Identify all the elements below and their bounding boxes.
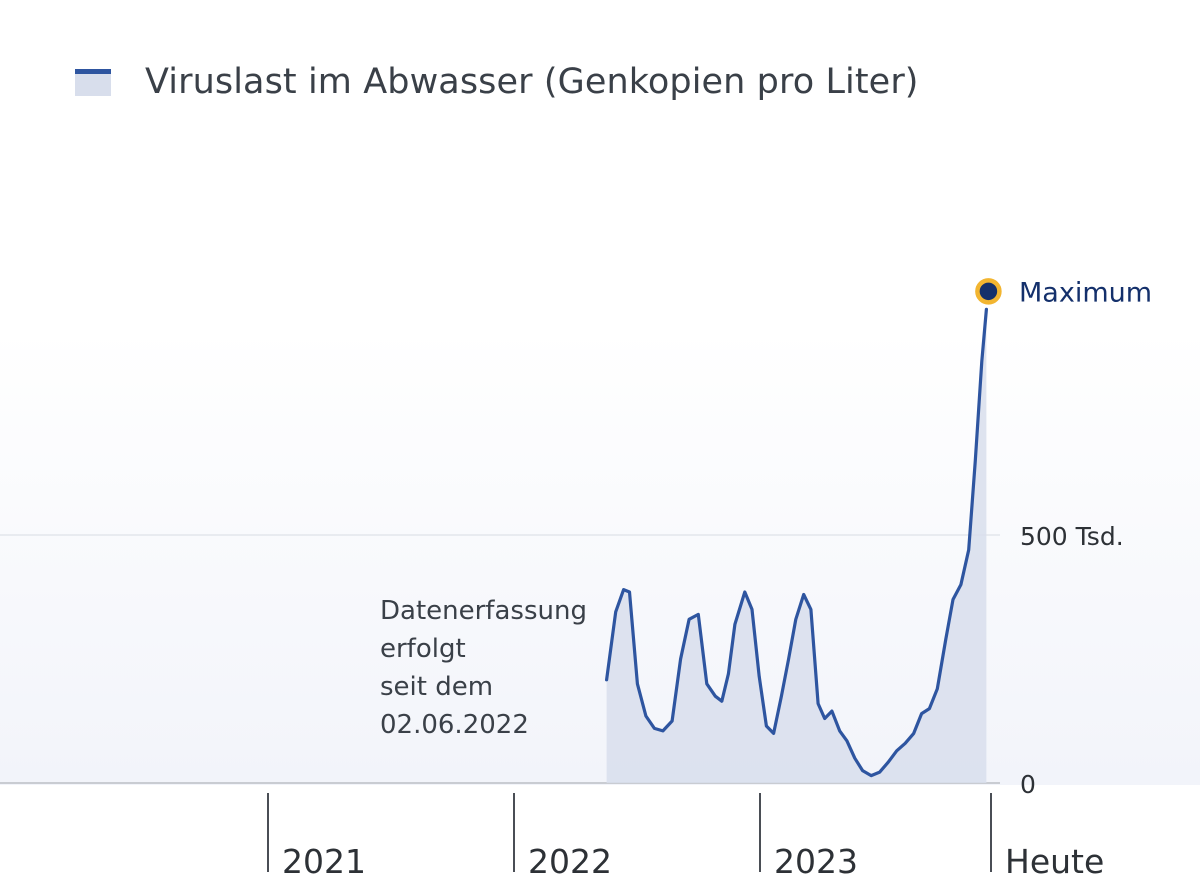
data-point [936,687,939,690]
data-point [661,729,664,732]
data-point [628,591,631,594]
data-point [928,707,931,710]
data-point [959,583,962,586]
data-point [985,308,988,311]
data-point [845,739,848,742]
data-point [802,593,805,596]
data-point [671,720,674,723]
data-point [830,710,833,713]
data-point [853,757,856,760]
data-point [817,702,820,705]
data-point [705,682,708,685]
data-point [838,729,841,732]
data-point [765,725,768,728]
data-point [733,623,736,626]
data-point [772,732,775,735]
data-point [720,700,723,703]
data-point [787,658,790,661]
series-area [606,309,987,783]
data-point [895,749,898,752]
data-point [878,771,881,774]
series-line [605,307,988,778]
data-point [887,761,890,764]
note-line-2: erfolgt [380,634,466,664]
data-point [653,727,656,730]
y-tick-label: 500 Tsd. [1020,522,1124,551]
data-point [944,638,947,641]
data-point [794,618,797,621]
data-point [974,459,977,462]
data-point [758,675,761,678]
maximum-label: Maximum [1019,277,1152,308]
data-point [967,548,970,551]
chart-background [0,330,1200,785]
y-tick-label: 0 [1020,770,1036,799]
x-tick-label: 2022 [528,842,612,881]
x-tick-label: 2023 [774,842,858,881]
data-point [920,712,923,715]
data-point [912,732,915,735]
data-point [809,608,812,611]
legend: Viruslast im Abwasser (Genkopien pro Lit… [75,52,919,112]
data-point [622,588,625,591]
legend-label: Viruslast im Abwasser (Genkopien pro Lit… [145,62,919,102]
data-point [605,678,608,681]
data-point [952,598,955,601]
note-line-1: Datenerfassung [380,596,587,626]
data-point [904,742,907,745]
note-line-3: seit dem [380,672,494,702]
maximum-marker [975,278,1002,305]
data-point [980,360,983,363]
data-collection-note: Datenerfassung erfolgt seit dem 02.06.20… [380,592,587,744]
data-point [727,672,730,675]
data-point [679,658,682,661]
x-tick-label: 2021 [282,842,366,881]
data-point [870,774,873,777]
data-point [751,608,754,611]
note-line-4: 02.06.2022 [380,710,529,740]
x-tick-label: Heute [1005,842,1104,881]
data-point [688,618,691,621]
data-point [780,695,783,698]
data-point [697,613,700,616]
data-point [636,682,639,685]
data-point [644,715,647,718]
data-point [823,717,826,720]
data-point [614,610,617,613]
legend-swatch [75,68,111,96]
data-point [714,695,717,698]
data-point [743,591,746,594]
data-point [861,769,864,772]
